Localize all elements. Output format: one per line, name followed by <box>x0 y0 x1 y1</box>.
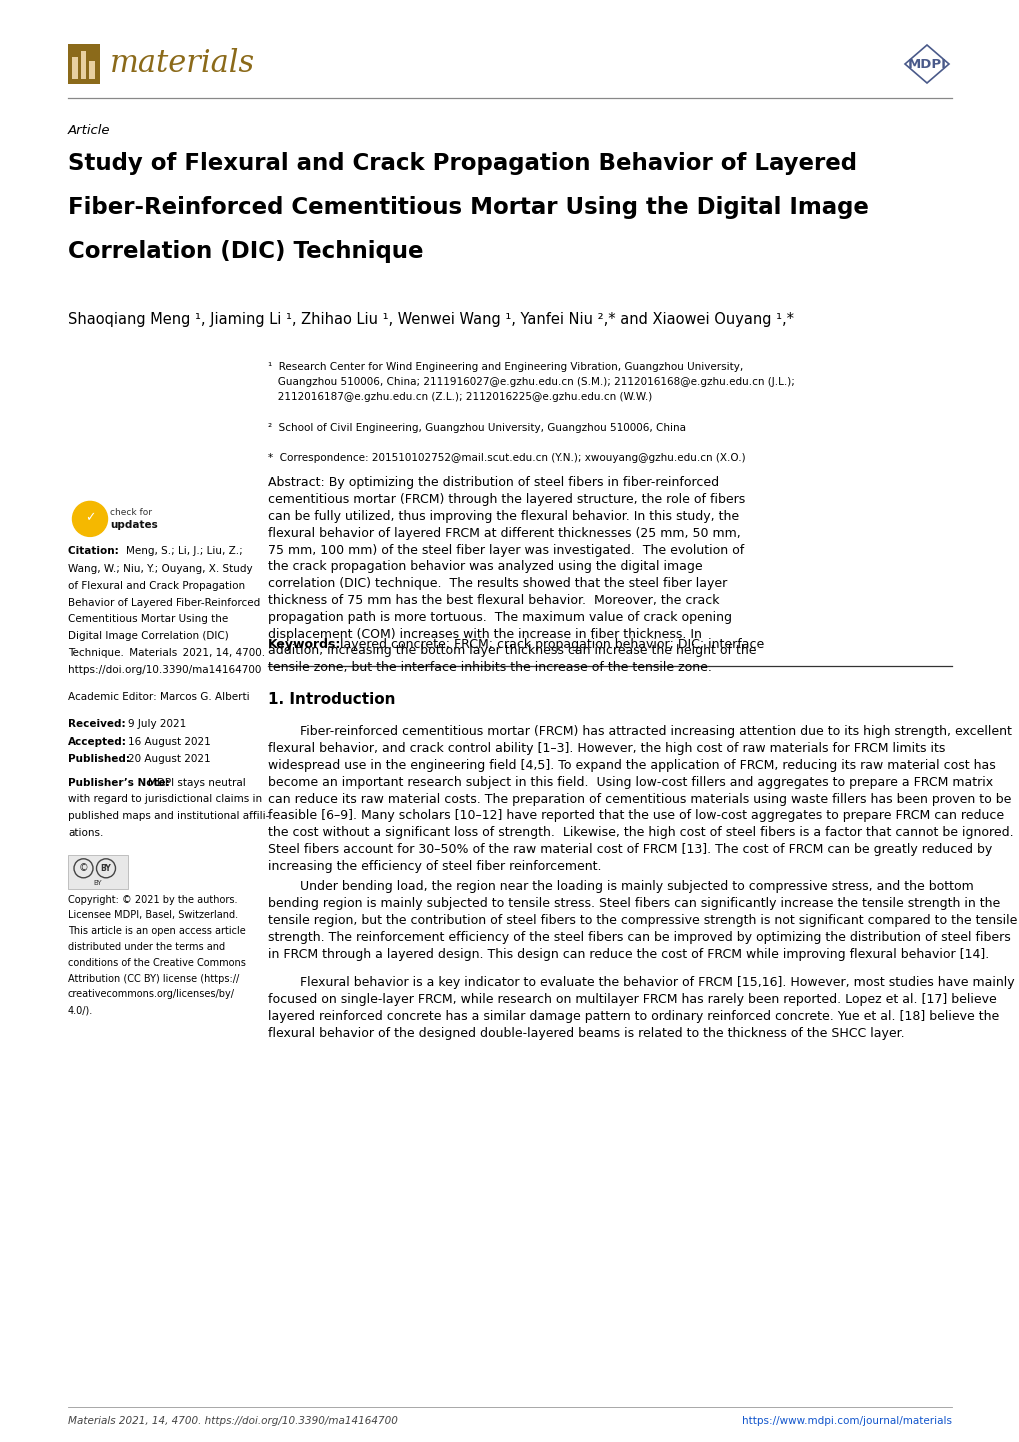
Text: This article is an open access article: This article is an open access article <box>68 926 246 936</box>
Text: Received:: Received: <box>68 720 125 730</box>
Text: updates: updates <box>110 521 158 531</box>
Text: 16 August 2021: 16 August 2021 <box>127 737 211 747</box>
Text: Academic Editor: Marcos G. Alberti: Academic Editor: Marcos G. Alberti <box>68 692 250 701</box>
Text: Digital Image Correlation (DIC): Digital Image Correlation (DIC) <box>68 632 228 642</box>
Text: Published:: Published: <box>68 754 129 764</box>
Text: 4.0/).: 4.0/). <box>68 1005 93 1015</box>
Circle shape <box>72 502 107 536</box>
Text: Fiber-Reinforced Cementitious Mortar Using the Digital Image: Fiber-Reinforced Cementitious Mortar Usi… <box>68 196 868 219</box>
Text: distributed under the terms and: distributed under the terms and <box>68 942 225 952</box>
Text: Study of Flexural and Crack Propagation Behavior of Layered: Study of Flexural and Crack Propagation … <box>68 151 856 174</box>
Text: https://www.mdpi.com/journal/materials: https://www.mdpi.com/journal/materials <box>741 1416 951 1426</box>
Text: Abstract: By optimizing the distribution of steel fibers in fiber-reinforced cem: Abstract: By optimizing the distribution… <box>268 476 756 675</box>
Text: ¹  Research Center for Wind Engineering and Engineering Vibration, Guangzhou Uni: ¹ Research Center for Wind Engineering a… <box>268 362 743 372</box>
Bar <box>72 58 77 79</box>
Text: 9 July 2021: 9 July 2021 <box>127 720 186 730</box>
Text: https://doi.org/10.3390/ma14164700: https://doi.org/10.3390/ma14164700 <box>68 665 261 675</box>
Text: BY: BY <box>101 864 111 872</box>
Text: materials: materials <box>110 49 255 79</box>
Text: Copyright: © 2021 by the authors.: Copyright: © 2021 by the authors. <box>68 894 237 904</box>
Bar <box>89 61 95 79</box>
Text: ²  School of Civil Engineering, Guangzhou University, Guangzhou 510006, China: ² School of Civil Engineering, Guangzhou… <box>268 423 686 433</box>
Text: Citation:: Citation: <box>68 547 122 557</box>
Text: 20 August 2021: 20 August 2021 <box>127 754 210 764</box>
Text: MDPI stays neutral: MDPI stays neutral <box>148 777 246 787</box>
Text: 1. Introduction: 1. Introduction <box>268 692 395 708</box>
Text: Materials 2021, 14, 4700. https://doi.org/10.3390/ma14164700: Materials 2021, 14, 4700. https://doi.or… <box>68 1416 397 1426</box>
Text: Cementitious Mortar Using the: Cementitious Mortar Using the <box>68 614 228 624</box>
Text: ©: © <box>78 864 89 874</box>
Text: of Flexural and Crack Propagation: of Flexural and Crack Propagation <box>68 581 245 591</box>
Text: creativecommons.org/licenses/by/: creativecommons.org/licenses/by/ <box>68 989 234 999</box>
Text: Accepted:: Accepted: <box>68 737 126 747</box>
Text: with regard to jurisdictional claims in: with regard to jurisdictional claims in <box>68 795 262 805</box>
Text: *  Correspondence: 201510102752@mail.scut.edu.cn (Y.N.); xwouyang@gzhu.edu.cn (X: * Correspondence: 201510102752@mail.scut… <box>268 453 745 463</box>
Text: conditions of the Creative Commons: conditions of the Creative Commons <box>68 957 246 968</box>
Text: ✓: ✓ <box>85 512 95 525</box>
Text: 2112016187@e.gzhu.edu.cn (Z.L.); 2112016225@e.gzhu.edu.cn (W.W.): 2112016187@e.gzhu.edu.cn (Z.L.); 2112016… <box>268 392 651 402</box>
Text: Attribution (CC BY) license (https://: Attribution (CC BY) license (https:// <box>68 973 239 983</box>
Bar <box>81 50 86 79</box>
Text: Wang, W.; Niu, Y.; Ouyang, X. Study: Wang, W.; Niu, Y.; Ouyang, X. Study <box>68 564 253 574</box>
Text: Publisher’s Note:: Publisher’s Note: <box>68 777 173 787</box>
Text: Technique.  Materials  2021, 14, 4700.: Technique. Materials 2021, 14, 4700. <box>68 647 265 658</box>
Text: Article: Article <box>68 124 110 137</box>
Text: Under bending load, the region near the loading is mainly subjected to compressi: Under bending load, the region near the … <box>268 881 1016 960</box>
Text: Fiber-reinforced cementitious mortar (FRCM) has attracted increasing attention d: Fiber-reinforced cementitious mortar (FR… <box>268 725 1013 872</box>
Text: Keywords:: Keywords: <box>268 639 341 652</box>
Bar <box>68 855 127 888</box>
Text: published maps and institutional affili-: published maps and institutional affili- <box>68 810 269 820</box>
Text: ations.: ations. <box>68 828 103 838</box>
Text: Behavior of Layered Fiber-Reinforced: Behavior of Layered Fiber-Reinforced <box>68 597 260 607</box>
Text: MDPI: MDPI <box>907 58 946 71</box>
Bar <box>68 45 100 84</box>
Text: BY: BY <box>94 880 102 885</box>
Text: layered concrete; FRCM; crack propagation behavior; DIC; interface: layered concrete; FRCM; crack propagatio… <box>335 639 763 652</box>
Text: Flexural behavior is a key indicator to evaluate the behavior of FRCM [15,16]. H: Flexural behavior is a key indicator to … <box>268 976 1014 1040</box>
Text: Correlation (DIC) Technique: Correlation (DIC) Technique <box>68 239 423 262</box>
Text: check for: check for <box>110 508 152 516</box>
Text: Meng, S.; Li, J.; Liu, Z.;: Meng, S.; Li, J.; Liu, Z.; <box>126 547 243 557</box>
Text: Licensee MDPI, Basel, Switzerland.: Licensee MDPI, Basel, Switzerland. <box>68 910 237 920</box>
Text: Shaoqiang Meng ¹, Jiaming Li ¹, Zhihao Liu ¹, Wenwei Wang ¹, Yanfei Niu ²,* and : Shaoqiang Meng ¹, Jiaming Li ¹, Zhihao L… <box>68 311 793 327</box>
Text: Guangzhou 510006, China; 2111916027@e.gzhu.edu.cn (S.M.); 2112016168@e.gzhu.edu.: Guangzhou 510006, China; 2111916027@e.gz… <box>268 378 794 388</box>
